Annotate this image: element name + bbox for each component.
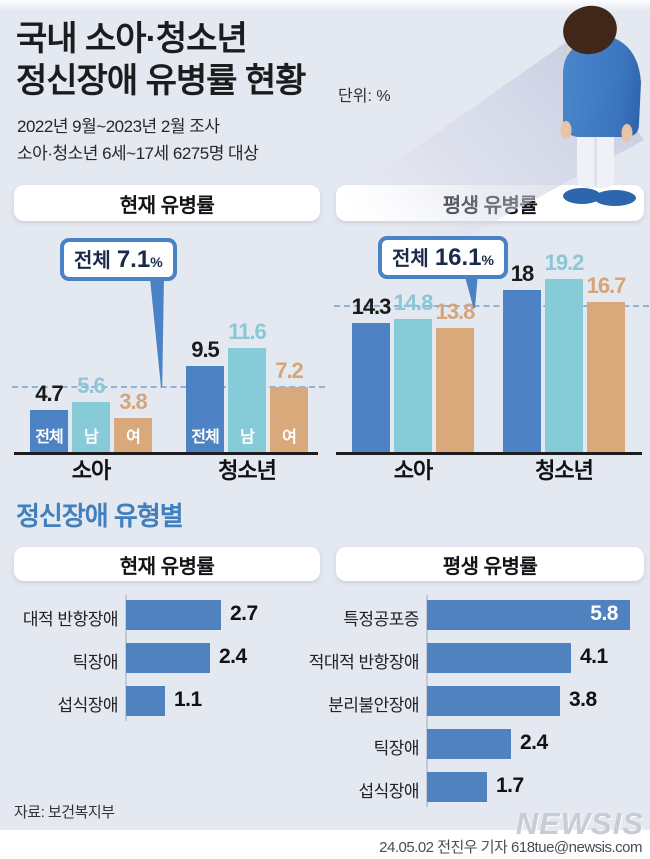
bar: 남 bbox=[72, 402, 110, 452]
panel-header-lifetime: 평생 유병률 bbox=[336, 185, 644, 221]
hbar-value: 2.4 bbox=[520, 731, 548, 754]
hbar-value: 1.1 bbox=[174, 688, 202, 711]
panel-header-current: 현재 유병률 bbox=[14, 185, 320, 221]
callout-label: 전체 bbox=[392, 248, 429, 270]
callout-overall-lifetime: 전체 16.1% bbox=[378, 236, 508, 279]
hbar-value: 3.8 bbox=[569, 688, 597, 711]
hbar-row-label: 분리불안장애 bbox=[328, 696, 419, 715]
bar: 남 bbox=[228, 348, 266, 452]
hbar-row-label: 틱장애 bbox=[373, 739, 420, 758]
top-highlight-strip bbox=[0, 0, 650, 12]
callout-label: 전체 bbox=[74, 250, 111, 272]
light-beam-shape bbox=[330, 38, 644, 262]
group-label: 소아 bbox=[393, 458, 433, 483]
title-line1: 국내 소아·청소년 bbox=[16, 20, 248, 58]
callout-value: 7.1 bbox=[116, 246, 151, 273]
panel-header-type-current: 현재 유병률 bbox=[14, 547, 320, 581]
hbar bbox=[427, 686, 560, 716]
hbar bbox=[126, 686, 165, 716]
dashed-guide bbox=[334, 305, 650, 308]
hbar bbox=[126, 600, 221, 630]
panel-header-type-lifetime-label: 평생 유병률 bbox=[442, 555, 538, 578]
bar-value: 4.7 bbox=[35, 381, 64, 406]
panel-header-lifetime-label: 평생 유병률 bbox=[442, 194, 538, 217]
bar-value: 18 bbox=[510, 261, 534, 286]
subtitle-survey-period: 2022년 9월~2023년 2월 조사 bbox=[17, 117, 220, 136]
bar-value: 5.6 bbox=[77, 373, 106, 398]
hbar-value: 5.8 bbox=[590, 602, 618, 625]
hbar-value: 1.7 bbox=[496, 774, 524, 797]
bar-series-label: 남 bbox=[240, 429, 255, 446]
reporter-credit: 24.05.02 전진우 기자 618tue@newsis.com bbox=[379, 839, 642, 856]
bar bbox=[587, 302, 625, 452]
section-title-by-type: 정신장애 유형별 bbox=[16, 501, 184, 531]
bar-series-label: 전체 bbox=[35, 429, 63, 446]
hbar-row-label: 섭식장애 bbox=[358, 782, 419, 801]
newsis-logo: NEWSIS bbox=[515, 806, 644, 841]
bar: 전체 bbox=[30, 410, 68, 452]
bar-value: 11.6 bbox=[228, 319, 267, 344]
panel-header-type-lifetime: 평생 유병률 bbox=[336, 547, 644, 581]
hbar-value: 4.1 bbox=[580, 645, 608, 668]
chart-type-current: 대적 반항장애 2.7 틱장애 2.4 섭식장애 1.1 bbox=[14, 592, 334, 742]
hbar-row-label: 섭식장애 bbox=[57, 696, 118, 715]
unit-label: 단위: % bbox=[338, 88, 391, 105]
axis-line bbox=[336, 452, 642, 455]
bar bbox=[352, 323, 390, 452]
chart-current-prevalence: 전체 4.7 남 5.6 여 3.8 소아 전체 9.5 남 11.6 여 7.2 청소년 bbox=[12, 236, 326, 483]
bar bbox=[394, 319, 432, 452]
callout-unit: % bbox=[481, 252, 494, 268]
dashed-guide bbox=[12, 386, 326, 389]
panel-header-current-label: 현재 유병률 bbox=[119, 194, 215, 217]
subtitle-sample: 소아·청소년 6세~17세 6275명 대상 bbox=[17, 144, 259, 163]
bar-value: 14.8 bbox=[393, 290, 434, 315]
chart-type-lifetime: 특정공포증 5.8 적대적 반항장애 4.1 분리불안장애 3.8 틱장애 2.4 섭식장애 1.… bbox=[296, 592, 650, 807]
callout-overall-current: 전체 7.1% bbox=[60, 238, 177, 281]
hbar bbox=[126, 643, 210, 673]
chart-lifetime-prevalence: 14.3 14.8 13.8 소아 18 19.2 16.7 청소년 bbox=[334, 236, 650, 483]
hbar bbox=[427, 600, 630, 630]
bar-value: 7.2 bbox=[275, 358, 304, 383]
footer-strip bbox=[0, 830, 650, 859]
panel-header-type-current-label: 현재 유병률 bbox=[119, 555, 215, 578]
bar-series-label: 여 bbox=[282, 429, 297, 446]
hbar bbox=[427, 772, 487, 802]
hbar-row-label: 적대적 반항장애 bbox=[308, 653, 420, 672]
bar bbox=[545, 279, 583, 452]
title-line2: 정신장애 유병률 현황 bbox=[16, 62, 306, 100]
bar-value: 13.8 bbox=[435, 299, 476, 324]
hbar bbox=[427, 729, 511, 759]
bar: 여 bbox=[114, 418, 152, 452]
hbar-row-label: 특정공포증 bbox=[343, 610, 419, 629]
bar: 전체 bbox=[186, 366, 224, 452]
hbar-row-label: 대적 반항장애 bbox=[22, 610, 119, 629]
hbar bbox=[427, 643, 571, 673]
bar-value: 16.7 bbox=[586, 273, 627, 298]
bar-value: 3.8 bbox=[119, 389, 148, 414]
group-label: 청소년 bbox=[218, 458, 277, 483]
group-label: 소아 bbox=[71, 458, 111, 483]
bar-series-label: 남 bbox=[84, 429, 99, 446]
callout-unit: % bbox=[150, 254, 163, 270]
bar-value: 9.5 bbox=[191, 337, 220, 362]
bar-series-label: 여 bbox=[126, 429, 141, 446]
axis-line bbox=[14, 452, 318, 455]
bar: 여 bbox=[270, 387, 308, 452]
hbar-value: 2.4 bbox=[219, 645, 247, 668]
hbar-row-label: 틱장애 bbox=[72, 653, 119, 672]
hbar-value: 2.7 bbox=[230, 602, 258, 625]
page-title: 국내 소아·청소년 정신장애 유병률 현황 bbox=[16, 18, 306, 102]
callout-value: 16.1 bbox=[434, 244, 482, 271]
group-label: 청소년 bbox=[535, 458, 594, 483]
person-figure bbox=[560, 5, 641, 188]
bar-value: 14.3 bbox=[351, 294, 392, 319]
bar bbox=[503, 290, 541, 452]
source-credit: 자료: 보건복지부 bbox=[14, 804, 115, 821]
bar-series-label: 전체 bbox=[191, 429, 219, 446]
bar bbox=[436, 328, 474, 452]
